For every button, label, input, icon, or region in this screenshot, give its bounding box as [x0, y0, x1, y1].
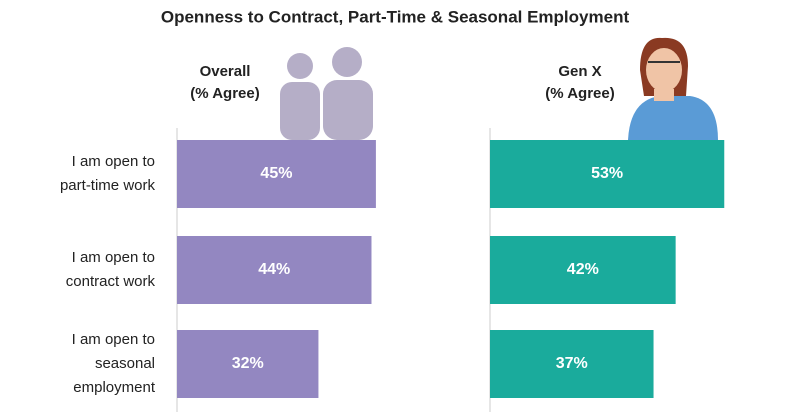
value-label: 37%	[556, 355, 588, 372]
value-label: 44%	[258, 261, 290, 278]
bar	[177, 140, 376, 208]
person-photo	[628, 37, 718, 140]
bar	[490, 236, 676, 304]
value-label: 32%	[232, 355, 264, 372]
category-label: I am open to	[72, 249, 155, 266]
category-label: I am open to	[72, 153, 155, 170]
value-label: 42%	[567, 261, 599, 278]
bar	[490, 140, 725, 208]
chart-title: Openness to Contract, Part-Time & Season…	[161, 7, 630, 26]
category-label: part-time work	[60, 177, 156, 194]
value-label: 45%	[260, 165, 292, 182]
value-label: 53%	[591, 165, 623, 182]
bar	[177, 330, 319, 398]
unit-label: (% Agree)	[545, 85, 614, 102]
people-icon	[280, 47, 373, 140]
category-label: contract work	[66, 273, 156, 290]
category-label: seasonal	[95, 355, 155, 372]
bar	[490, 330, 654, 398]
unit-label: (% Agree)	[190, 85, 259, 102]
bar	[177, 236, 372, 304]
category-label: employment	[73, 379, 156, 396]
category-label: I am open to	[72, 331, 155, 348]
series-name: Overall	[200, 63, 251, 80]
series-name: Gen X	[558, 63, 601, 80]
